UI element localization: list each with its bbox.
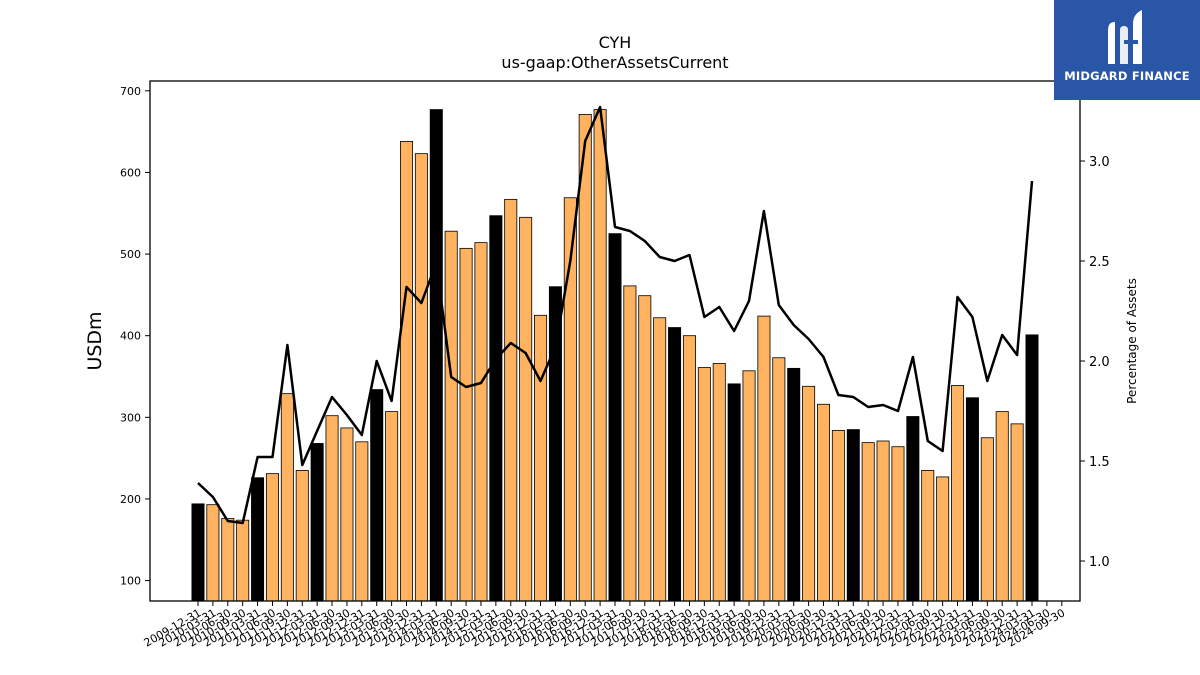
bar-group (191, 109, 1039, 602)
y2-tick-label: 1.0 (1089, 555, 1110, 570)
y-tick-label: 600 (120, 166, 141, 179)
bar (206, 504, 220, 602)
bar (861, 442, 875, 602)
bar (742, 370, 756, 602)
bar (921, 469, 935, 602)
bar (221, 518, 235, 602)
bar (548, 286, 562, 602)
bar (519, 216, 533, 602)
bar (965, 397, 979, 602)
bar (265, 473, 279, 602)
y-axis-label: USDm (84, 311, 106, 370)
y-tick-label: 200 (120, 493, 141, 506)
bar (578, 114, 592, 602)
bar (712, 363, 726, 602)
y2-tick-label: 3.0 (1089, 155, 1110, 170)
bar (608, 233, 622, 602)
midgard-logo-icon (1108, 10, 1142, 64)
x-axis: 2009-12-312010-03-312010-06-302010-09-30… (142, 601, 1067, 650)
bar (355, 441, 369, 602)
bar (489, 215, 503, 602)
y-tick-label: 700 (120, 85, 141, 98)
bar (444, 230, 458, 602)
y-tick-label: 500 (120, 248, 141, 261)
bar (787, 367, 801, 602)
bar (891, 446, 905, 602)
right-axis: 1.0 1.5 2.0 2.5 3.0 (1080, 155, 1110, 570)
bar (325, 415, 339, 602)
bar (638, 295, 652, 602)
y2-tick-label: 1.5 (1089, 455, 1110, 470)
bar (385, 411, 399, 602)
y-tick-label: 400 (120, 330, 141, 343)
bar (340, 427, 354, 602)
bar (593, 109, 607, 602)
bar (995, 411, 1009, 602)
bar (653, 317, 667, 602)
bar (802, 385, 816, 602)
bar (310, 443, 324, 602)
y-tick-label: 300 (120, 411, 141, 424)
bar (682, 335, 696, 602)
left-axis: 100 200 300 400 500 600 700 (120, 85, 150, 588)
chart-subtitle: us-gaap:OtherAssetsCurrent (501, 53, 728, 72)
bar (504, 198, 518, 602)
bar (236, 519, 250, 602)
bar (399, 141, 413, 602)
bar (876, 440, 890, 602)
bar (772, 357, 786, 602)
bar (831, 429, 845, 602)
bar (474, 242, 488, 602)
bar (295, 469, 309, 602)
bar (623, 285, 637, 602)
bar (757, 315, 771, 602)
bar (429, 109, 443, 602)
bar (668, 327, 682, 602)
bar (191, 503, 205, 602)
y2-tick-label: 2.0 (1089, 355, 1110, 370)
chart-title: CYH (599, 33, 632, 52)
bar (846, 429, 860, 602)
bar (980, 437, 994, 602)
brand-name: MIDGARD FINANCE (1064, 69, 1190, 83)
line-group (197, 105, 1034, 525)
y2-axis-label: Percentage of Assets (1125, 278, 1139, 404)
bar (459, 247, 473, 602)
bar (936, 476, 950, 602)
bar (251, 477, 265, 602)
bar (697, 367, 711, 602)
percentage-line (197, 105, 1034, 525)
bar (280, 393, 294, 602)
brand-logo: MIDGARD FINANCE (1054, 0, 1200, 100)
bar (1010, 423, 1024, 602)
bar (817, 403, 831, 602)
y-tick-label: 100 (120, 575, 141, 588)
bar (414, 153, 428, 602)
y2-tick-label: 2.5 (1089, 255, 1110, 270)
bar (370, 389, 384, 602)
bar (534, 314, 548, 602)
bar (906, 416, 920, 602)
bar (727, 383, 741, 602)
bar (1025, 334, 1039, 602)
bar (951, 385, 965, 602)
